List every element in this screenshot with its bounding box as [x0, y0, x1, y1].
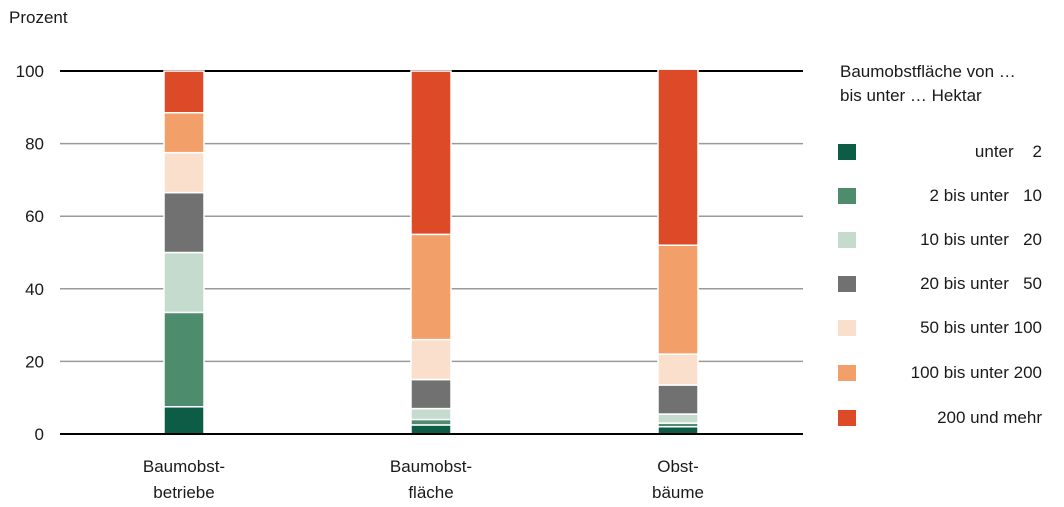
y-tick-label-3: 60 — [25, 207, 44, 226]
bar-segment-0-1 — [163, 311, 205, 408]
bar-segment-1-5 — [410, 233, 452, 341]
bar-segment-1-2 — [410, 407, 452, 421]
bar-segment-0-5 — [163, 111, 205, 154]
bar-segment-2-4 — [657, 353, 699, 386]
x-tick-label-1-1: fläche — [408, 483, 453, 502]
x-tick-label-2-1: bäume — [652, 483, 704, 502]
y-axis-label: Prozent — [9, 8, 68, 27]
bar-segment-0-2 — [163, 251, 205, 314]
x-tick-label-0-0: Baumobst- — [143, 457, 225, 476]
bar-segment-0-6 — [163, 70, 205, 114]
x-tick-label-1-0: Baumobst- — [390, 457, 472, 476]
bar-segment-1-6 — [410, 70, 452, 236]
bar-segment-2-5 — [657, 244, 699, 355]
y-tick-label-5: 100 — [16, 62, 44, 81]
bar-segment-0-0 — [163, 406, 205, 435]
bar-segment-2-6 — [657, 68, 699, 246]
bar-segment-1-3 — [410, 378, 452, 410]
bar-segment-0-3 — [163, 191, 205, 254]
bar-segment-1-0 — [410, 424, 452, 435]
bar-segment-2-3 — [657, 384, 699, 415]
y-tick-label-4: 80 — [25, 135, 44, 154]
bar-segment-2-2 — [657, 413, 699, 424]
bar-segment-2-0 — [657, 425, 699, 435]
bar-segment-1-4 — [410, 338, 452, 381]
y-tick-label-2: 40 — [25, 280, 44, 299]
x-tick-label-0-1: betriebe — [153, 483, 214, 502]
bar-segment-1-1 — [410, 418, 452, 426]
y-tick-label-0: 0 — [35, 425, 44, 444]
bar-segment-0-4 — [163, 151, 205, 194]
x-tick-label-2-0: Obst- — [657, 457, 699, 476]
y-tick-label-1: 20 — [25, 352, 44, 371]
